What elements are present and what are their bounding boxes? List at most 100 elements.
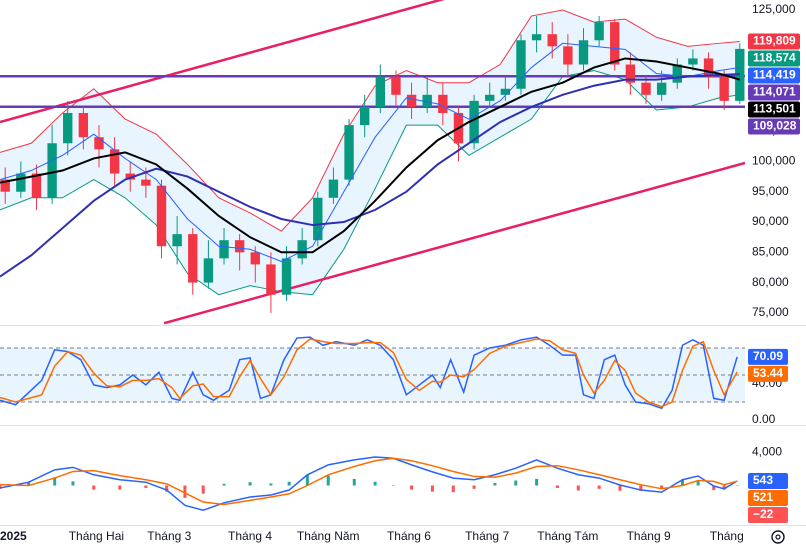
value-label: 70.09: [753, 349, 783, 363]
price-label: 109,028: [753, 119, 797, 133]
histogram-bar: [165, 485, 169, 492]
candle-body: [469, 100, 479, 144]
histogram-bar: [451, 485, 455, 493]
settings-icon[interactable]: [771, 530, 785, 544]
band-fill: [312, 134, 344, 295]
histogram-bar: [722, 485, 726, 490]
price-label-box: [748, 33, 800, 50]
candle-body: [141, 179, 151, 186]
x-tick-label: Tháng 6: [387, 529, 431, 543]
y-tick-label: 75,000: [752, 305, 789, 319]
histogram-bar: [373, 481, 377, 486]
candle-body: [688, 58, 698, 65]
candle-body: [656, 82, 667, 95]
line: [0, 9, 740, 232]
histogram-bar: [287, 481, 291, 486]
value-label: 521: [753, 490, 773, 504]
y-tick-label: 90,000: [752, 214, 789, 228]
line: [0, 0, 445, 124]
candle-body: [485, 94, 495, 101]
histogram-bar: [410, 485, 414, 490]
histogram-bar: [472, 485, 476, 489]
x-tick-label: Tháng Năm: [297, 529, 360, 543]
candle-body: [266, 264, 276, 295]
candle-body: [375, 76, 386, 107]
histogram-bar: [391, 485, 395, 486]
candle-body: [500, 88, 511, 95]
candle-body: [63, 112, 73, 144]
candle-body: [0, 179, 10, 192]
x-tick-label: Tháng 7: [465, 529, 509, 543]
candle-body: [563, 46, 573, 65]
candle-body: [31, 173, 42, 198]
price-label-box: [748, 84, 800, 101]
candle-body: [156, 185, 167, 247]
histogram-bar: [660, 485, 664, 489]
candle-body: [16, 173, 26, 192]
histogram-bar: [201, 485, 205, 494]
x-tick-label: Tháng 4: [228, 529, 272, 543]
candle-body: [422, 94, 432, 107]
price-label: 114,419: [753, 68, 796, 82]
x-tick-label: Tháng: [710, 529, 744, 543]
line: [0, 57, 741, 254]
price-label: 114,071: [753, 85, 796, 99]
x-tick-label: 2025: [0, 529, 27, 543]
histogram-bar: [514, 480, 518, 486]
x-tick-label: Tháng 3: [147, 529, 191, 543]
plot-area: [0, 0, 745, 512]
candle-body: [297, 240, 307, 259]
histogram-bar: [183, 485, 187, 498]
price-label-box: [748, 118, 800, 135]
histogram-bar: [53, 477, 57, 486]
band-fill: [406, 70, 438, 126]
histogram-bar: [248, 482, 252, 486]
candle-body: [125, 173, 135, 180]
line: [0, 42, 740, 262]
candle-body: [594, 22, 604, 41]
candle-body: [281, 258, 292, 295]
price-label: 113,501: [753, 102, 796, 116]
candle-body: [578, 40, 589, 65]
line: [0, 73, 740, 278]
candle-body: [406, 94, 417, 107]
histogram-bar: [92, 485, 96, 490]
value-label-box: [748, 507, 788, 524]
histogram-bar: [696, 480, 700, 486]
line: [0, 338, 738, 408]
histogram-bar: [144, 485, 148, 488]
histogram-bar: [430, 485, 434, 492]
histogram-bar: [535, 478, 539, 486]
candle-body: [516, 40, 526, 89]
candle-body: [344, 125, 354, 180]
histogram-bar: [269, 483, 273, 486]
candle-body: [547, 34, 557, 47]
candle-body: [359, 106, 370, 126]
line: [0, 457, 738, 506]
histogram-bar: [576, 485, 580, 491]
value-label: 53.44: [753, 366, 783, 380]
price-label-box: [748, 101, 800, 118]
candle-body: [672, 64, 682, 83]
candle-body: [719, 76, 729, 101]
value-label-box: [748, 348, 788, 365]
histogram-bar: [352, 478, 356, 486]
histogram-bar: [326, 475, 330, 486]
x-tick-label: Tháng 9: [627, 529, 671, 543]
histogram-bar: [680, 479, 684, 486]
band-fill: [125, 119, 157, 226]
candle-body: [641, 82, 651, 95]
candle-body: [109, 149, 120, 174]
histogram-bar: [639, 485, 643, 491]
candle-body: [94, 137, 104, 150]
candle-body: [203, 258, 214, 283]
candle-body: [78, 112, 89, 138]
histogram-bar: [712, 485, 716, 491]
candle-body: [172, 234, 182, 247]
candle-body: [438, 94, 448, 113]
y-tick-label: 95,000: [752, 184, 789, 198]
price-label-box: [748, 50, 800, 67]
candle-body: [625, 64, 636, 83]
